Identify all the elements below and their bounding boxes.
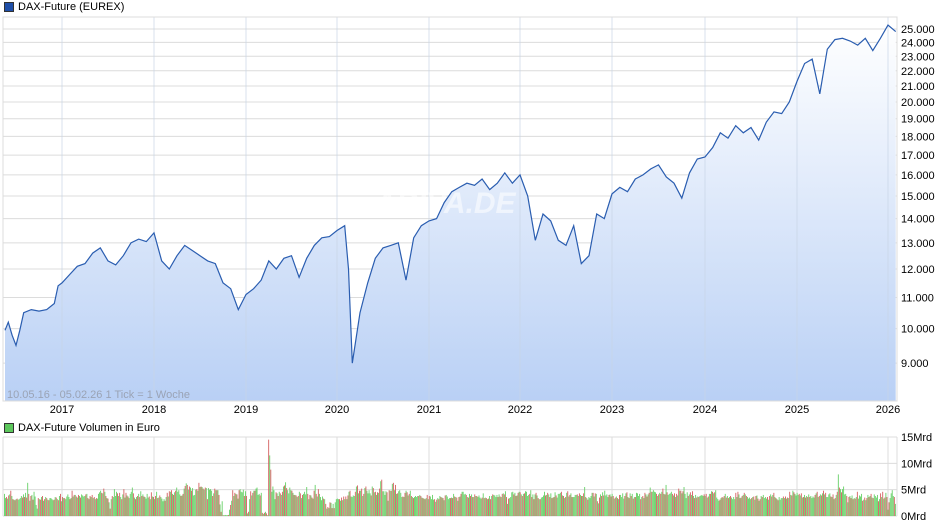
price-y-axis: 9.000 10.000 11.000 12.000 13.000 14.000 15.00… — [901, 24, 935, 370]
svg-text:14.000: 14.000 — [901, 214, 935, 226]
svg-text:10Mrd: 10Mrd — [901, 458, 932, 470]
svg-text:2025: 2025 — [785, 404, 809, 416]
svg-text:13.000: 13.000 — [901, 238, 935, 250]
price-legend: DAX-Future (EUREX) — [4, 0, 124, 14]
svg-text:20.000: 20.000 — [901, 97, 935, 109]
svg-text:10.000: 10.000 — [901, 324, 935, 336]
svg-text:24.000: 24.000 — [901, 37, 935, 49]
price-line — [4, 24, 897, 364]
svg-text:22.000: 22.000 — [901, 66, 935, 78]
svg-text:15Mrd: 15Mrd — [901, 432, 932, 444]
svg-text:11.000: 11.000 — [901, 292, 934, 304]
svg-text:5Mrd: 5Mrd — [901, 485, 926, 497]
svg-text:2024: 2024 — [693, 404, 717, 416]
svg-text:19.000: 19.000 — [901, 114, 935, 126]
svg-text:23.000: 23.000 — [901, 51, 935, 63]
price-area — [5, 25, 896, 401]
volume-legend-label: DAX-Future Volumen in Euro — [18, 422, 160, 434]
svg-text:2022: 2022 — [508, 404, 532, 416]
svg-text:25.000: 25.000 — [901, 24, 935, 36]
price-plot-frame — [2, 16, 898, 402]
svg-text:18.000: 18.000 — [901, 131, 935, 143]
range-info: 10.05.16 - 05.02.26 1 Tick = 1 Woche — [7, 389, 190, 401]
svg-text:2017: 2017 — [50, 404, 74, 416]
svg-text:2026: 2026 — [876, 404, 900, 416]
svg-text:16.000: 16.000 — [901, 170, 935, 182]
volume-y-axis: 0Mrd 5Mrd 10Mrd 15Mrd — [901, 432, 932, 523]
svg-text:2019: 2019 — [234, 404, 258, 416]
volume-bars — [4, 439, 896, 516]
volume-legend-swatch-icon — [4, 423, 14, 433]
x-axis: 2017 2018 2019 2020 2021 2022 2023 2024 2025 2026 — [50, 404, 900, 416]
svg-text:2021: 2021 — [417, 404, 441, 416]
svg-text:2020: 2020 — [325, 404, 349, 416]
svg-text:2023: 2023 — [600, 404, 624, 416]
price-grid-overlay — [61, 17, 889, 401]
volume-legend: DAX-Future Volumen in Euro — [4, 421, 160, 435]
svg-text:12.000: 12.000 — [901, 264, 935, 276]
svg-text:21.000: 21.000 — [901, 81, 935, 93]
svg-text:17.000: 17.000 — [901, 150, 935, 162]
svg-text:2018: 2018 — [142, 404, 166, 416]
watermark: ARIVA.DE — [373, 187, 516, 220]
price-legend-swatch-icon — [4, 2, 14, 12]
svg-text:0Mrd: 0Mrd — [901, 511, 926, 523]
svg-text:9.000: 9.000 — [901, 358, 929, 370]
price-legend-label: DAX-Future (EUREX) — [18, 1, 125, 13]
svg-text:15.000: 15.000 — [901, 191, 935, 203]
